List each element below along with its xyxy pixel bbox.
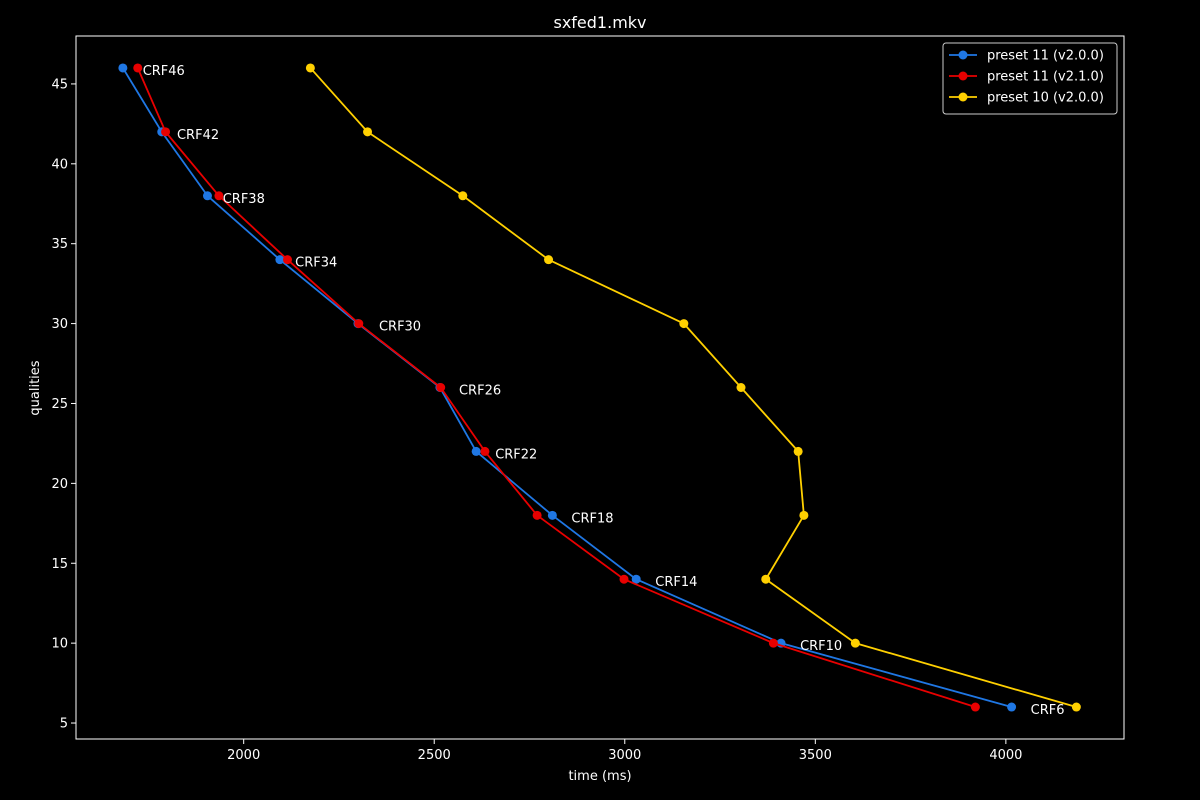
y-tick-label: 45 [51,77,68,92]
x-tick-label: 3000 [608,748,641,763]
legend-item: preset 11 (v2.0.0) [949,49,1104,64]
crf-annotation: CRF22 [495,447,537,462]
legend-frame [942,42,1118,115]
crf-annotation: CRF34 [295,256,337,271]
x-axis-label: time (ms) [568,769,631,784]
legend-label: preset 11 (v2.1.0) [987,70,1104,85]
data-point [547,510,557,520]
series-2 [133,63,980,712]
legend-label: preset 10 (v2.0.0) [987,91,1104,106]
legend-item: preset 11 (v2.1.0) [949,70,1104,85]
data-point [544,255,554,265]
y-tick-label: 40 [51,157,68,172]
series-line [122,67,1012,708]
data-point [619,574,629,584]
data-point [436,383,446,392]
legend-swatch-marker [958,71,968,81]
crf-annotation: CRF46 [143,64,185,79]
crf-annotation: CRF14 [655,575,697,590]
y-axis: 5 10 15 20 25 30 35 40 45 [51,77,76,732]
legend-swatch-marker [958,92,968,102]
x-tick-label: 2000 [227,748,260,763]
data-point [471,446,481,456]
data-point [283,255,293,265]
data-point [118,63,128,73]
data-point [363,127,373,137]
crf-annotation: CRF42 [177,128,219,143]
crf-annotation: CRF10 [800,639,842,654]
crf-annotation: CRF38 [223,192,265,207]
y-tick-label: 10 [51,637,68,652]
y-axis-label: qualities [28,360,43,415]
series-line [309,67,1077,708]
data-point [1007,702,1017,712]
data-point [768,638,778,648]
data-point [133,63,143,73]
data-point [793,446,803,456]
data-point [480,446,490,456]
data-point [679,319,689,329]
chart-title: sxfed1.mkv [553,13,646,32]
x-tick-label: 3500 [799,748,832,763]
data-point [354,319,364,329]
series-line [136,67,976,708]
data-point [202,191,212,201]
y-tick-label: 5 [60,717,68,732]
legend-swatch-marker [958,50,968,60]
data-point [761,574,771,584]
legend: preset 11 (v2.0.0) preset 11 (v2.1.0) pres… [942,42,1118,115]
data-point [850,638,860,648]
x-tick-label: 2500 [418,748,451,763]
series-layer [118,63,1081,712]
plot-area-frame [75,35,1125,740]
data-point [970,702,980,712]
y-tick-label: 30 [51,317,68,332]
data-point [1071,702,1081,712]
data-point [305,63,315,73]
legend-label: preset 11 (v2.0.0) [987,49,1104,64]
y-tick-label: 25 [51,397,68,412]
data-point [214,191,224,201]
legend-item: preset 10 (v2.0.0) [949,91,1104,106]
data-point [161,127,171,137]
y-tick-label: 20 [51,477,68,492]
data-point [532,510,542,520]
data-point [458,191,468,201]
y-tick-label: 35 [51,237,68,252]
crf-annotation: CRF26 [459,384,501,399]
crf-annotation: CRF30 [379,320,421,335]
data-point [275,255,285,265]
series-3 [305,63,1081,712]
crf-annotation: CRF18 [571,511,613,526]
data-point [736,383,746,392]
data-point [631,574,641,584]
annotation-layer: CRF46 CRF42 CRF38 CRF34 CRF30 CRF26 CRF22 CRF18… [143,64,1065,718]
x-axis: 2000 2500 3000 3500 4000 [227,739,1022,763]
data-point [799,510,809,520]
y-tick-label: 15 [51,557,68,572]
crf-annotation: CRF6 [1031,703,1065,718]
x-tick-label: 4000 [989,748,1022,763]
series-1 [118,63,1017,712]
